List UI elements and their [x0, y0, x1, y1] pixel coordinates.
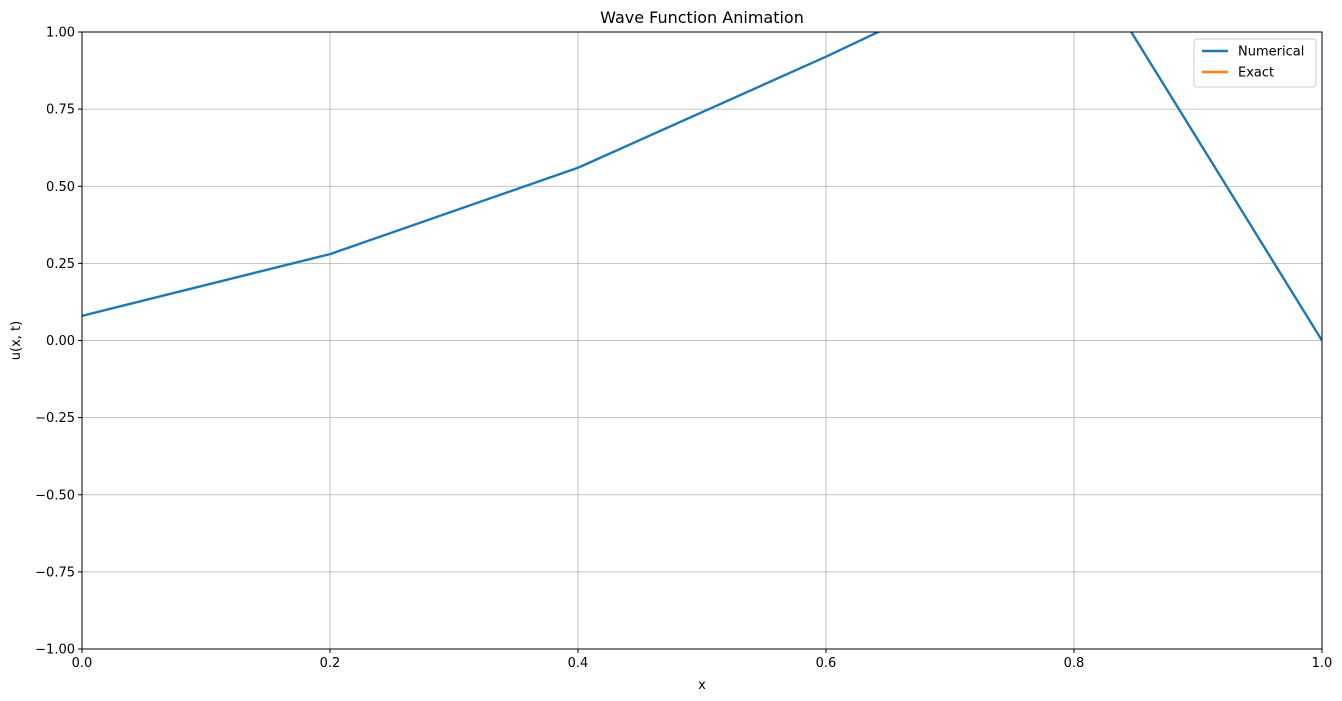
x-tick-label: 0.8 [1064, 656, 1085, 671]
y-tick-label: 1.00 [46, 26, 75, 41]
x-axis-label: x [698, 678, 706, 693]
legend-label-exact: Exact [1238, 66, 1274, 81]
y-tick-label: −0.75 [35, 565, 75, 580]
y-tick-label: 0.25 [46, 257, 75, 272]
legend: Numerical Exact [1193, 38, 1317, 88]
grid [81, 31, 1323, 650]
y-tick-label: −0.25 [35, 411, 75, 426]
series-layer [82, 32, 1322, 342]
x-tick-label: 1.0 [1312, 656, 1333, 671]
y-tick-label: 0.50 [46, 180, 75, 195]
x-axis-ticks: 0.0 0.2 0.4 0.6 0.8 1.0 [72, 649, 1333, 671]
y-tick-label: −1.00 [35, 643, 75, 658]
chart-title: Wave Function Animation [600, 8, 804, 27]
x-tick-label: 0.2 [320, 656, 341, 671]
legend-label-numerical: Numerical [1238, 45, 1304, 60]
y-tick-label: 0.75 [46, 103, 75, 118]
y-tick-label: 0.00 [46, 334, 75, 349]
y-tick-label: −0.50 [35, 488, 75, 503]
x-tick-label: 0.0 [72, 656, 93, 671]
y-axis-ticks: 1.00 0.75 0.50 0.25 0.00 −0.25 −0.50 −0.75 −1.00 [35, 26, 82, 658]
y-axis-label: u(x, t) [9, 321, 24, 360]
x-tick-label: 0.6 [816, 656, 837, 671]
series-line-numerical [82, 32, 1322, 342]
x-tick-label: 0.4 [568, 656, 589, 671]
